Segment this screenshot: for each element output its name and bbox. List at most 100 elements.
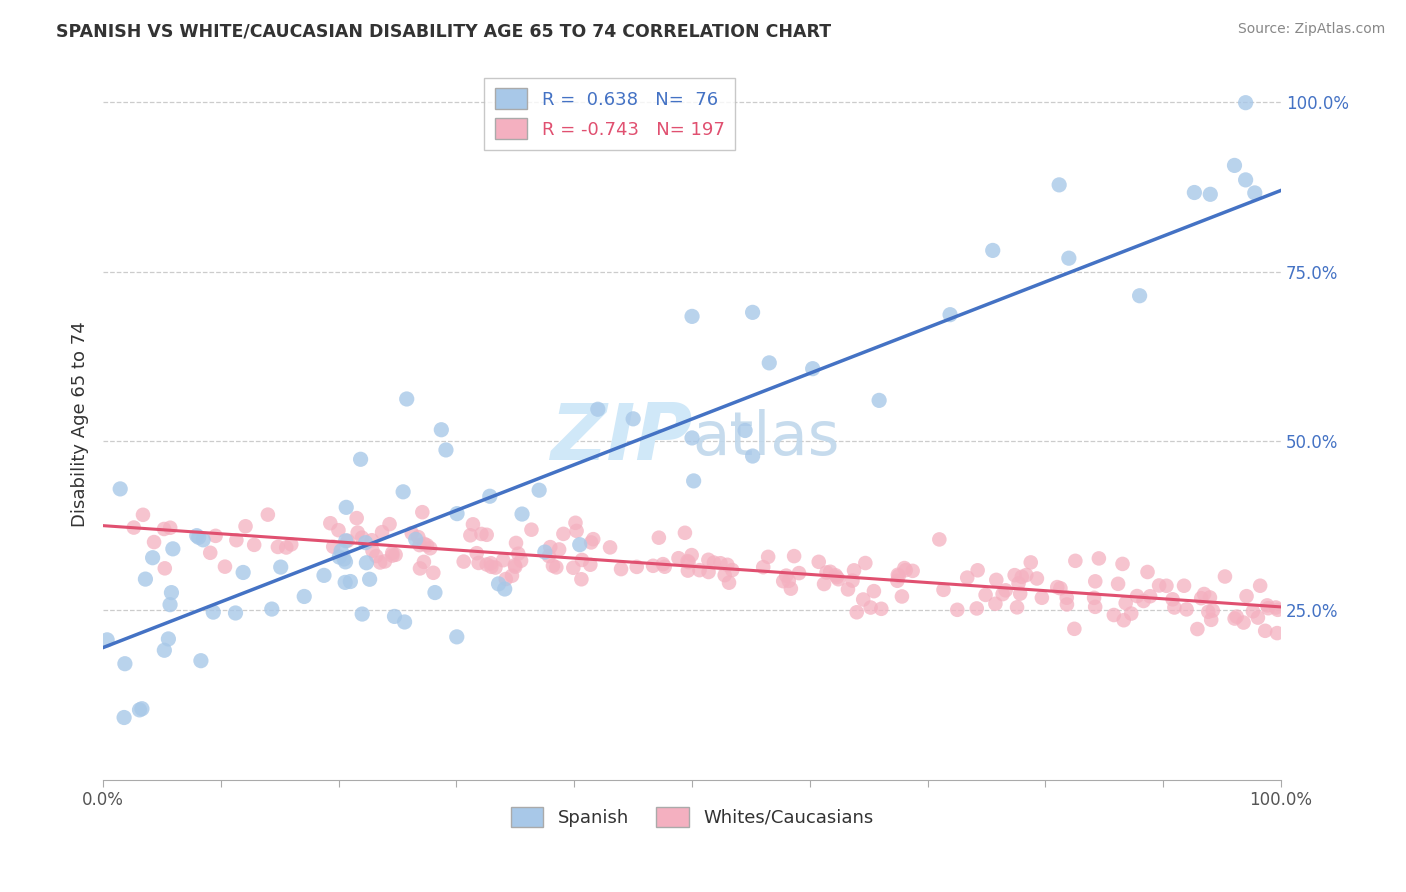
Legend: Spanish, Whites/Caucasians: Spanish, Whites/Caucasians xyxy=(503,799,880,835)
Point xyxy=(1256,599,1278,613)
Point xyxy=(1063,622,1085,636)
Point xyxy=(423,585,446,599)
Point xyxy=(779,582,801,596)
Point xyxy=(475,558,498,572)
Point xyxy=(1265,626,1288,640)
Point xyxy=(853,556,876,570)
Point xyxy=(153,561,176,575)
Point xyxy=(1084,574,1107,589)
Point xyxy=(813,577,835,591)
Point xyxy=(681,310,703,324)
Point xyxy=(132,508,155,522)
Point xyxy=(1010,587,1032,601)
Point xyxy=(346,511,368,525)
Point xyxy=(546,560,568,574)
Point xyxy=(204,529,226,543)
Point xyxy=(1213,569,1236,583)
Point xyxy=(453,555,475,569)
Point xyxy=(1147,578,1170,592)
Point xyxy=(187,530,209,544)
Point xyxy=(335,555,357,569)
Point xyxy=(346,525,368,540)
Point xyxy=(359,572,381,586)
Point xyxy=(280,537,302,551)
Point xyxy=(818,565,841,579)
Point xyxy=(510,507,533,521)
Point xyxy=(538,540,561,554)
Point xyxy=(503,559,526,574)
Point xyxy=(446,507,468,521)
Point xyxy=(1005,600,1028,615)
Point xyxy=(1199,591,1222,605)
Point xyxy=(1025,572,1047,586)
Point xyxy=(1129,289,1152,303)
Point xyxy=(887,567,910,582)
Point xyxy=(553,527,575,541)
Point xyxy=(741,449,763,463)
Point xyxy=(681,548,703,562)
Point xyxy=(932,582,955,597)
Point xyxy=(582,532,605,546)
Point xyxy=(1161,592,1184,607)
Point xyxy=(974,588,997,602)
Point xyxy=(534,545,557,559)
Text: ZIP: ZIP xyxy=(550,401,692,476)
Point xyxy=(368,556,391,570)
Point xyxy=(697,565,720,579)
Point xyxy=(863,584,886,599)
Point xyxy=(1139,589,1161,603)
Point xyxy=(335,533,357,548)
Point xyxy=(470,527,492,541)
Point xyxy=(494,582,516,596)
Point xyxy=(1049,582,1071,596)
Point xyxy=(579,535,602,549)
Point xyxy=(1241,604,1264,618)
Point xyxy=(772,574,794,589)
Point xyxy=(143,535,166,549)
Point xyxy=(966,563,988,577)
Point xyxy=(330,543,353,558)
Point xyxy=(890,590,912,604)
Point xyxy=(401,526,423,541)
Point xyxy=(956,571,979,585)
Point xyxy=(1257,601,1279,615)
Point xyxy=(756,549,779,564)
Point xyxy=(1126,589,1149,603)
Point xyxy=(200,546,222,560)
Point xyxy=(322,540,344,554)
Point xyxy=(1047,178,1070,192)
Point xyxy=(827,572,849,586)
Point xyxy=(413,537,436,551)
Point xyxy=(718,575,741,590)
Point xyxy=(1192,587,1215,601)
Point xyxy=(648,531,671,545)
Point xyxy=(381,549,404,563)
Point xyxy=(626,560,648,574)
Point xyxy=(697,553,720,567)
Point xyxy=(1011,570,1033,584)
Point xyxy=(564,516,586,530)
Point xyxy=(783,549,806,563)
Point xyxy=(1088,551,1111,566)
Point xyxy=(360,533,382,548)
Point xyxy=(815,566,838,580)
Point xyxy=(610,562,633,576)
Point xyxy=(461,517,484,532)
Point xyxy=(1223,158,1246,172)
Point xyxy=(652,557,675,571)
Point xyxy=(565,524,588,538)
Point xyxy=(676,554,699,568)
Point xyxy=(676,564,699,578)
Point xyxy=(235,519,257,533)
Point xyxy=(225,606,247,620)
Point xyxy=(1057,251,1080,265)
Point xyxy=(1064,554,1087,568)
Point xyxy=(202,605,225,619)
Point xyxy=(1254,624,1277,638)
Point xyxy=(703,556,725,570)
Point xyxy=(319,516,342,531)
Point xyxy=(328,523,350,537)
Point xyxy=(131,702,153,716)
Point xyxy=(1112,613,1135,627)
Point xyxy=(411,505,433,519)
